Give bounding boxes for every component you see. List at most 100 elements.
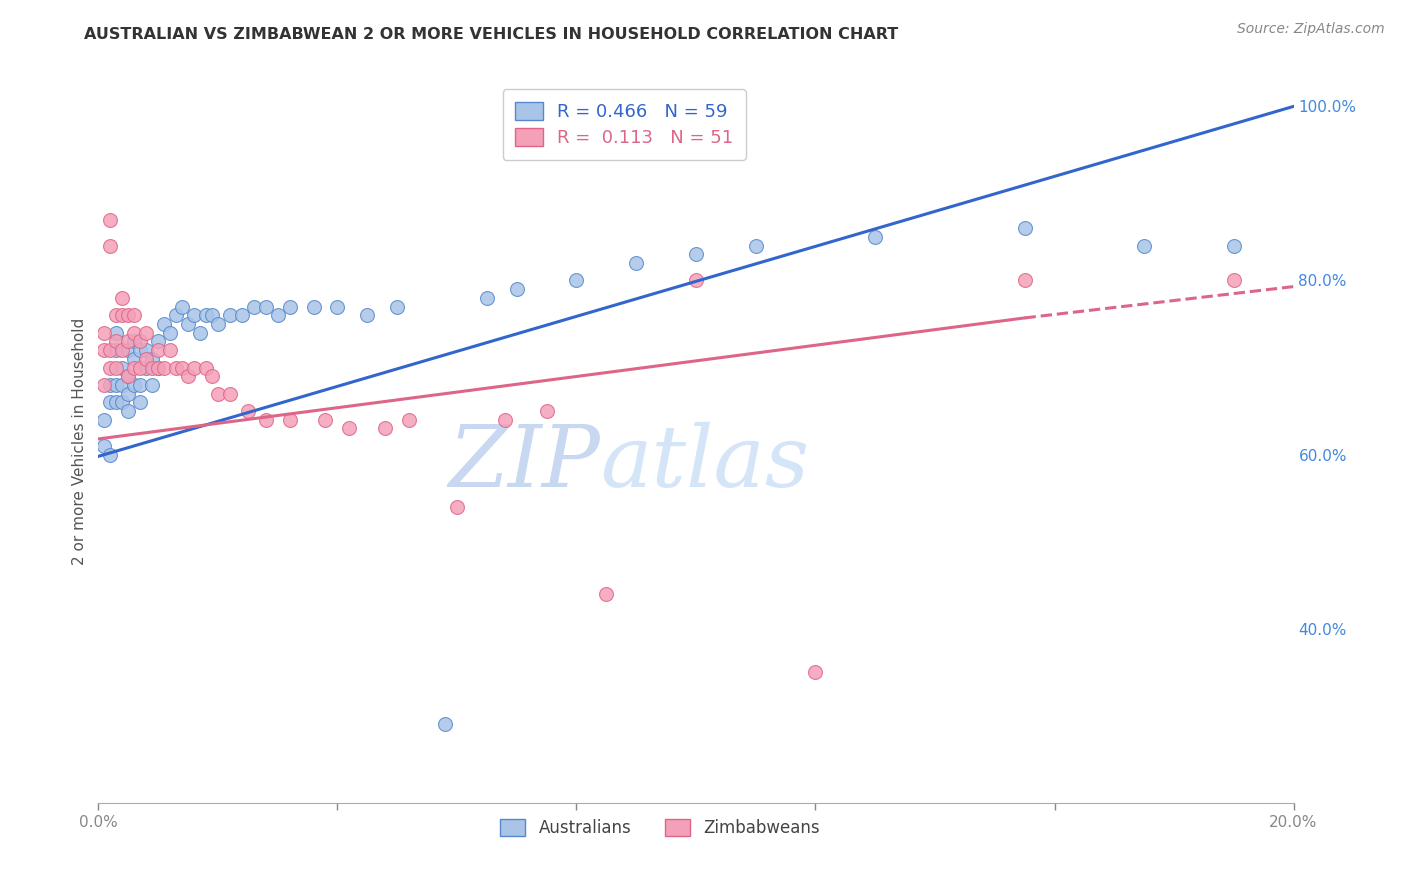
Australians: [111, 395, 134, 409]
Zimbabweans: [124, 360, 146, 375]
Australians: [105, 343, 128, 358]
Zimbabweans: [254, 413, 277, 427]
Australians: [117, 404, 139, 418]
Zimbabweans: [446, 500, 468, 514]
Australians: [356, 308, 378, 322]
Australians: [475, 291, 498, 305]
Australians: [105, 395, 128, 409]
Zimbabweans: [124, 326, 146, 340]
Zimbabweans: [124, 308, 146, 322]
Australians: [111, 360, 134, 375]
Australians: [117, 386, 139, 401]
Australians: [745, 238, 768, 252]
Australians: [135, 360, 157, 375]
Zimbabweans: [111, 343, 134, 358]
Zimbabweans: [117, 308, 139, 322]
Zimbabweans: [129, 360, 152, 375]
Australians: [117, 343, 139, 358]
Australians: [188, 326, 211, 340]
Australians: [98, 378, 122, 392]
Australians: [153, 317, 176, 331]
Australians: [148, 360, 170, 375]
Australians: [302, 300, 325, 314]
Zimbabweans: [278, 413, 301, 427]
Australians: [148, 334, 170, 349]
Zimbabweans: [1014, 273, 1036, 287]
Zimbabweans: [105, 334, 128, 349]
Zimbabweans: [105, 360, 128, 375]
Australians: [135, 343, 157, 358]
Zimbabweans: [148, 343, 170, 358]
Zimbabweans: [494, 413, 516, 427]
Australians: [243, 300, 266, 314]
Australians: [129, 343, 152, 358]
Australians: [231, 308, 253, 322]
Australians: [219, 308, 242, 322]
Zimbabweans: [398, 413, 420, 427]
Australians: [626, 256, 648, 270]
Australians: [1014, 221, 1036, 235]
Zimbabweans: [219, 386, 242, 401]
Zimbabweans: [135, 351, 157, 366]
Zimbabweans: [207, 386, 229, 401]
Zimbabweans: [339, 421, 361, 435]
Zimbabweans: [172, 360, 194, 375]
Text: ZIP: ZIP: [449, 422, 600, 505]
Zimbabweans: [165, 360, 187, 375]
Zimbabweans: [183, 360, 205, 375]
Zimbabweans: [315, 413, 337, 427]
Australians: [201, 308, 224, 322]
Australians: [183, 308, 205, 322]
Zimbabweans: [98, 212, 122, 227]
Zimbabweans: [195, 360, 218, 375]
Zimbabweans: [374, 421, 396, 435]
Text: AUSTRALIAN VS ZIMBABWEAN 2 OR MORE VEHICLES IN HOUSEHOLD CORRELATION CHART: AUSTRALIAN VS ZIMBABWEAN 2 OR MORE VEHIC…: [84, 27, 898, 42]
Australians: [434, 717, 457, 731]
Australians: [326, 300, 349, 314]
Zimbabweans: [1223, 273, 1246, 287]
Zimbabweans: [804, 665, 827, 680]
Australians: [98, 448, 122, 462]
Australians: [111, 378, 134, 392]
Australians: [141, 351, 163, 366]
Australians: [254, 300, 277, 314]
Australians: [267, 308, 290, 322]
Zimbabweans: [685, 273, 707, 287]
Australians: [207, 317, 229, 331]
Zimbabweans: [93, 378, 115, 392]
Australians: [165, 308, 187, 322]
Zimbabweans: [98, 360, 122, 375]
Zimbabweans: [148, 360, 170, 375]
Zimbabweans: [159, 343, 181, 358]
Zimbabweans: [201, 369, 224, 384]
Zimbabweans: [117, 369, 139, 384]
Australians: [1223, 238, 1246, 252]
Australians: [506, 282, 529, 296]
Text: Source: ZipAtlas.com: Source: ZipAtlas.com: [1237, 22, 1385, 37]
Zimbabweans: [93, 343, 115, 358]
Zimbabweans: [98, 238, 122, 252]
Australians: [278, 300, 301, 314]
Australians: [1133, 238, 1156, 252]
Australians: [117, 369, 139, 384]
Australians: [124, 378, 146, 392]
Zimbabweans: [536, 404, 558, 418]
Australians: [172, 300, 194, 314]
Zimbabweans: [93, 326, 115, 340]
Zimbabweans: [98, 343, 122, 358]
Zimbabweans: [111, 291, 134, 305]
Australians: [385, 300, 409, 314]
Australians: [865, 230, 887, 244]
Australians: [98, 395, 122, 409]
Zimbabweans: [111, 308, 134, 322]
Australians: [105, 326, 128, 340]
Zimbabweans: [105, 308, 128, 322]
Zimbabweans: [177, 369, 200, 384]
Zimbabweans: [153, 360, 176, 375]
Zimbabweans: [141, 360, 163, 375]
Australians: [159, 326, 181, 340]
Australians: [565, 273, 588, 287]
Australians: [124, 351, 146, 366]
Text: atlas: atlas: [600, 422, 810, 505]
Zimbabweans: [117, 334, 139, 349]
